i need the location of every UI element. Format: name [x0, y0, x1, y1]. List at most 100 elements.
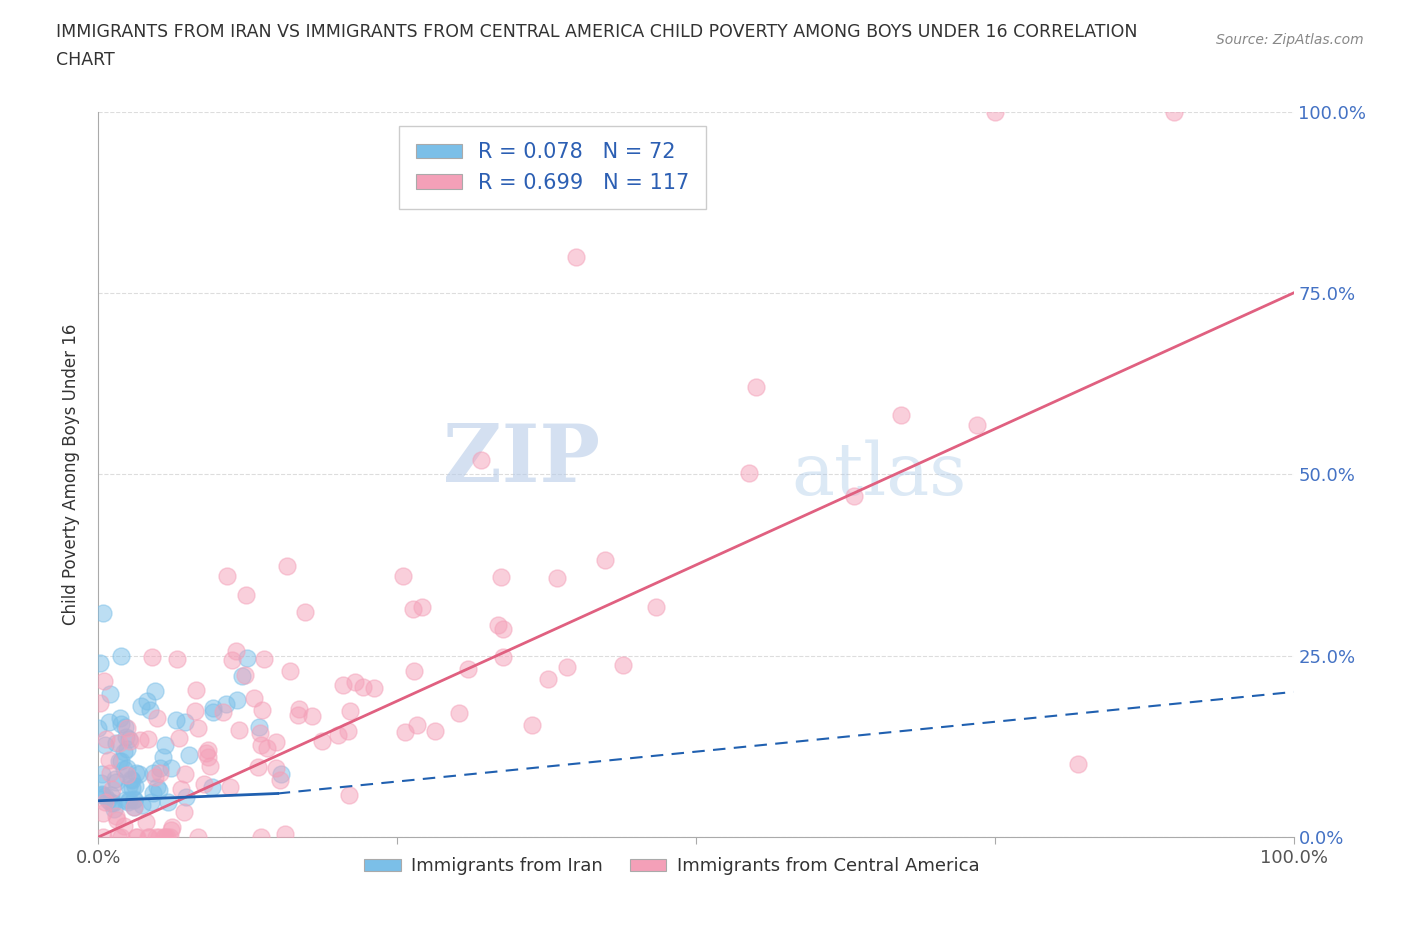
- Point: [100, 781, 122, 796]
- Point: [337, 724, 360, 738]
- Point: [174, 714, 197, 729]
- Point: [90, 776, 112, 790]
- Point: [149, 766, 172, 781]
- Point: [94, 794, 117, 809]
- Point: [612, 658, 634, 672]
- Point: [153, 830, 176, 844]
- Point: [97, 792, 120, 807]
- Point: [423, 724, 446, 738]
- Point: [112, 762, 135, 777]
- Point: [159, 761, 181, 776]
- Point: [114, 720, 136, 735]
- Point: [105, 813, 128, 828]
- Point: [276, 558, 298, 573]
- Point: [236, 650, 259, 665]
- Point: [149, 761, 172, 776]
- Point: [159, 823, 181, 838]
- Point: [153, 830, 176, 844]
- Point: [117, 760, 139, 775]
- Point: [402, 602, 425, 617]
- Point: [94, 737, 117, 752]
- Point: [141, 794, 163, 809]
- Point: [121, 773, 143, 788]
- Point: [546, 570, 568, 585]
- Point: [142, 786, 165, 801]
- Point: [394, 724, 416, 739]
- Point: [256, 741, 278, 756]
- Point: [294, 604, 316, 619]
- Point: [212, 705, 235, 720]
- Point: [186, 830, 208, 844]
- Point: [110, 717, 132, 732]
- Point: [176, 790, 198, 804]
- Point: [110, 754, 132, 769]
- Text: CHART: CHART: [56, 51, 115, 69]
- Point: [115, 741, 138, 756]
- Point: [166, 652, 188, 667]
- Point: [165, 712, 187, 727]
- Point: [266, 735, 288, 750]
- Point: [520, 718, 543, 733]
- Point: [537, 671, 560, 686]
- Point: [115, 729, 138, 744]
- Point: [278, 663, 301, 678]
- Point: [326, 728, 349, 743]
- Point: [984, 104, 1007, 119]
- Point: [91, 830, 114, 844]
- Point: [91, 805, 114, 820]
- Point: [145, 684, 167, 698]
- Point: [565, 249, 588, 264]
- Point: [197, 743, 219, 758]
- Legend: Immigrants from Iran, Immigrants from Central America: Immigrants from Iran, Immigrants from Ce…: [357, 850, 987, 883]
- Point: [404, 663, 426, 678]
- Point: [112, 745, 135, 760]
- Point: [108, 753, 131, 768]
- Point: [115, 721, 138, 736]
- Text: atlas: atlas: [792, 439, 967, 510]
- Point: [128, 766, 150, 781]
- Point: [107, 830, 129, 844]
- Point: [138, 702, 160, 717]
- Point: [98, 714, 121, 729]
- Point: [352, 680, 374, 695]
- Point: [91, 788, 114, 803]
- Point: [197, 750, 219, 764]
- Point: [94, 732, 117, 747]
- Point: [391, 568, 413, 583]
- Point: [157, 794, 180, 809]
- Point: [98, 766, 121, 781]
- Point: [115, 768, 138, 783]
- Text: ZIP: ZIP: [443, 420, 600, 498]
- Point: [160, 819, 183, 834]
- Point: [235, 588, 257, 603]
- Point: [148, 782, 170, 797]
- Point: [89, 656, 111, 671]
- Point: [146, 779, 169, 794]
- Point: [167, 731, 190, 746]
- Point: [98, 752, 121, 767]
- Point: [177, 748, 200, 763]
- Point: [287, 708, 309, 723]
- Point: [145, 711, 167, 725]
- Point: [117, 778, 139, 793]
- Point: [228, 723, 250, 737]
- Point: [217, 568, 239, 583]
- Point: [250, 702, 273, 717]
- Point: [118, 792, 141, 807]
- Point: [344, 675, 367, 690]
- Point: [411, 600, 433, 615]
- Point: [135, 693, 157, 708]
- Point: [122, 791, 145, 806]
- Point: [593, 552, 616, 567]
- Point: [105, 775, 128, 790]
- Point: [311, 734, 333, 749]
- Point: [103, 802, 125, 817]
- Point: [125, 830, 148, 844]
- Point: [486, 618, 509, 633]
- Point: [264, 761, 287, 776]
- Point: [363, 681, 385, 696]
- Point: [138, 830, 160, 844]
- Point: [124, 778, 146, 793]
- Point: [339, 703, 361, 718]
- Point: [104, 808, 127, 823]
